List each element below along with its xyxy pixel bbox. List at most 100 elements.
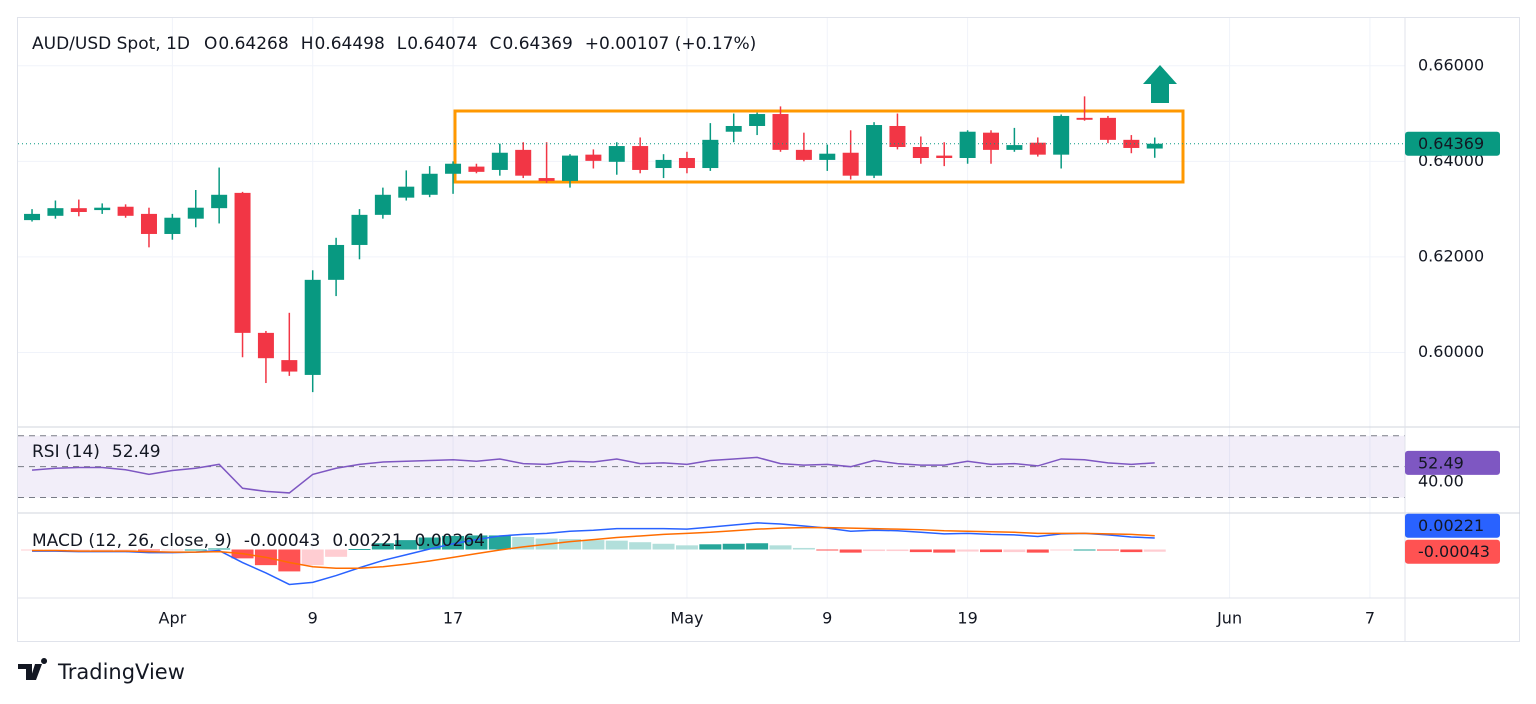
legend-text: 0.64074 — [407, 34, 477, 54]
legend-text: 0.64268 — [218, 34, 288, 54]
frame — [17, 17, 1520, 642]
y-tick-label: 0.62000 — [1418, 246, 1484, 265]
candle-body — [725, 125, 742, 132]
candle-body — [445, 163, 462, 174]
histogram-bar — [325, 549, 348, 557]
candle-body — [1123, 139, 1140, 148]
histogram-bar — [1050, 549, 1073, 551]
candle-body — [1029, 142, 1046, 155]
histogram-bar — [208, 548, 231, 550]
marks — [18, 96, 1405, 586]
histogram-bar — [278, 549, 301, 572]
x-tick-label: 9 — [822, 609, 832, 628]
histogram-bar — [839, 549, 862, 553]
histogram-bar — [1120, 549, 1143, 553]
histogram-bar — [1096, 549, 1119, 551]
logo-icon — [18, 658, 48, 680]
rsi-value-label: 52.49 — [1418, 453, 1464, 472]
histogram-bar — [863, 549, 886, 552]
legend-text: O — [204, 34, 217, 54]
legend-text: -0.00043 — [244, 531, 320, 551]
candle-body — [561, 155, 578, 181]
legend-text: 0.64498 — [314, 34, 384, 54]
histogram-bar — [886, 549, 909, 552]
histogram-bar — [933, 549, 956, 553]
histogram-bar — [956, 549, 979, 552]
histogram-bar — [980, 549, 1003, 553]
histogram-bar — [769, 545, 792, 550]
legend-text: 0.00221 — [332, 531, 402, 551]
legend-text: AUD/USD Spot, 1D — [32, 34, 190, 54]
histogram-bar — [1143, 549, 1166, 552]
histogram-bar — [792, 547, 815, 550]
up-arrow — [1143, 65, 1177, 103]
candle-body — [491, 152, 508, 170]
rsi-value-label-box — [1405, 450, 1500, 475]
histogram-bar — [816, 549, 839, 551]
histogram-bar — [722, 543, 745, 550]
candle-body — [749, 114, 766, 126]
histogram-bar — [488, 535, 511, 550]
candle-body — [608, 146, 625, 162]
x-tick-label: May — [670, 609, 703, 628]
candle-body — [936, 155, 953, 158]
candle-body — [866, 125, 883, 176]
histogram-value-label: -0.00043 — [1418, 542, 1490, 561]
x-tick-label: Apr — [159, 609, 187, 628]
candle-body — [211, 194, 228, 209]
histogram-bar — [161, 549, 184, 551]
legend-text: H — [301, 34, 314, 54]
candle-body — [421, 173, 438, 195]
y-tick-label: 40.00 — [1418, 472, 1464, 491]
chart-border — [17, 17, 1520, 642]
candle-body — [795, 149, 812, 160]
candle-body — [632, 146, 649, 170]
histogram-bar — [675, 545, 698, 550]
legend-text: MACD (12, 26, close, 9) — [32, 531, 232, 551]
legend-text: C — [490, 34, 502, 54]
histogram-bar — [629, 542, 652, 550]
legend-text: +0.00107 (+0.17%) — [585, 34, 756, 54]
candle-body — [140, 213, 157, 234]
candle-body — [281, 360, 298, 372]
candle-body — [47, 208, 64, 216]
y-tick-label: 0.60000 — [1418, 342, 1484, 361]
histogram-bar — [746, 543, 769, 550]
histogram-bar — [909, 549, 932, 553]
legend-text: L — [397, 34, 407, 54]
candle-body — [351, 214, 368, 245]
candle-body — [164, 217, 181, 234]
histogram-bar — [371, 543, 394, 550]
histogram-bar — [1026, 549, 1049, 553]
range-box — [453, 109, 1185, 184]
candle-body — [515, 149, 532, 176]
candle-body — [959, 131, 976, 158]
x-tick-label: 9 — [308, 609, 318, 628]
candle-body — [889, 125, 906, 148]
histogram-bar — [114, 549, 137, 551]
macd-value-label: 0.00221 — [1418, 516, 1484, 535]
candle-body — [538, 178, 555, 181]
legend-text: 52.49 — [112, 442, 161, 462]
candle-body — [1099, 117, 1116, 140]
candle-body — [94, 207, 111, 211]
candle-body — [468, 166, 485, 172]
candle-body — [374, 194, 391, 215]
histogram-bar — [137, 549, 160, 551]
histogram-bar — [699, 544, 722, 550]
candle-body — [585, 154, 602, 161]
last-price-label-box — [1405, 131, 1500, 156]
candle-body — [187, 207, 204, 219]
histogram-bar — [1073, 549, 1096, 551]
candle-body — [1076, 117, 1093, 120]
histogram-bar — [184, 549, 207, 551]
candle-body — [983, 132, 1000, 150]
macd-line — [32, 522, 1155, 586]
candle-body — [328, 244, 345, 280]
histogram-bar — [605, 540, 628, 550]
last-price-label: 0.64369 — [1418, 134, 1484, 153]
candle-body — [702, 139, 719, 169]
macd-value-label-box — [1405, 513, 1500, 538]
candle-body — [819, 153, 836, 160]
legend-text: RSI (14) — [32, 442, 100, 462]
